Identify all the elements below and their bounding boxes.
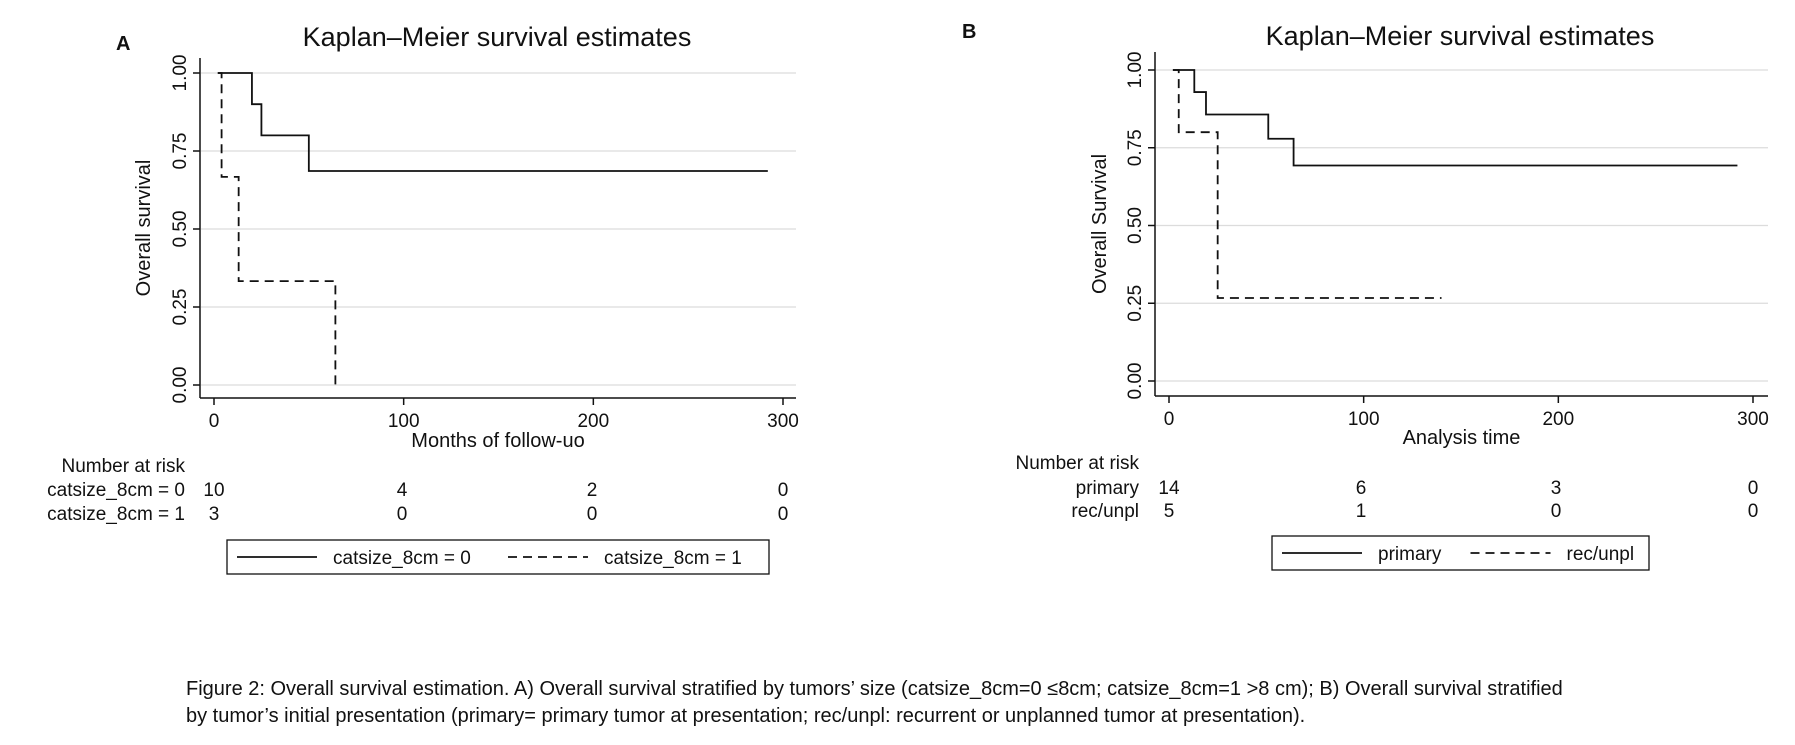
panel-b-x-tick-label-1: 100 — [1348, 409, 1380, 430]
panel-a-risk-value-0-3: 0 — [778, 480, 789, 501]
panel-a-y-axis-label: Overall survival — [133, 160, 155, 297]
panel-b-legend-label-0: primary — [1378, 544, 1442, 565]
panel-b-risk-table-heading: Number at risk — [1015, 453, 1139, 474]
panel-a-risk-value-1-1: 0 — [397, 504, 408, 525]
panel-a-risk-table-heading: Number at risk — [61, 456, 185, 477]
panel-a-risk-row-label-0: catsize_8cm = 0 — [47, 480, 185, 501]
caption-line-1: Figure 2: Overall survival estimation. A… — [186, 678, 1563, 700]
panel-b-risk-value-1-0: 5 — [1164, 501, 1175, 522]
panel-a-y-tick-label-4: 1.00 — [170, 55, 191, 92]
panel-a-title: Kaplan–Meier survival estimates — [303, 22, 692, 52]
panel-b-y-tick-label-4: 1.00 — [1125, 52, 1146, 89]
panel-a-y-tick-label-3: 0.75 — [170, 133, 191, 170]
panel-a-legend-label-1: catsize_8cm = 1 — [604, 548, 742, 569]
panel-b-x-tick-label-0: 0 — [1164, 409, 1175, 430]
panel-a-risk-value-0-1: 4 — [397, 480, 408, 501]
panel-a-x-tick-label-1: 100 — [388, 411, 420, 432]
panel-b-y-axis-label: Overall Survival — [1089, 154, 1111, 294]
panel-b-x-axis-label: Analysis time — [1403, 427, 1521, 449]
panel-a-risk-value-0-2: 2 — [587, 480, 598, 501]
panel-b-risk-row-label-1: rec/unpl — [1071, 501, 1139, 522]
panel-a-risk-value-1-0: 3 — [209, 504, 220, 525]
panel-a-risk-row-label-1: catsize_8cm = 1 — [47, 504, 185, 525]
panel-a-chart: A Kaplan–Meier survival estimates 0.00 0.25… — [47, 22, 799, 575]
caption-line-2: by tumor’s initial presentation (primary… — [186, 705, 1306, 727]
panel-b-y-tick-label-3: 0.75 — [1125, 129, 1146, 166]
panel-a-risk-value-1-3: 0 — [778, 504, 789, 525]
panel-a-series-line-0 — [217, 72, 768, 172]
panel-b-x-tick-label-2: 200 — [1542, 409, 1574, 430]
panel-b-chart: B Kaplan–Meier survival estimates 0.00 0.25… — [962, 21, 1769, 571]
panel-b-risk-value-1-3: 0 — [1748, 501, 1759, 522]
panel-a-label: A — [116, 33, 130, 55]
panel-a-y-tick-label-0: 0.00 — [170, 367, 191, 404]
panel-b-y-tick-label-0: 0.00 — [1125, 363, 1146, 400]
panel-a-legend-box — [226, 539, 770, 575]
panel-b-title: Kaplan–Meier survival estimates — [1266, 21, 1655, 51]
panel-b-risk-value-0-0: 14 — [1158, 478, 1180, 499]
panel-b-risk-row-label-0: primary — [1076, 478, 1140, 499]
panel-a-y-tick-label-1: 0.25 — [170, 289, 191, 326]
panel-a-risk-value-1-2: 0 — [587, 504, 598, 525]
figure-caption: Figure 2: Overall survival estimation. A… — [186, 676, 1666, 730]
panel-b-label: B — [962, 21, 976, 43]
panel-a-series-line-1 — [217, 72, 337, 385]
panel-b-risk-value-0-3: 0 — [1748, 478, 1759, 499]
panel-b-y-tick-label-1: 0.25 — [1125, 285, 1146, 322]
panel-a-x-tick-label-2: 200 — [577, 411, 609, 432]
panel-a-y-tick-label-2: 0.50 — [170, 211, 191, 248]
panel-a-legend-label-0: catsize_8cm = 0 — [333, 548, 471, 569]
panel-b-x-tick-label-3: 300 — [1737, 409, 1769, 430]
panel-b-risk-value-0-1: 6 — [1356, 478, 1367, 499]
panel-a-x-tick-label-3: 300 — [767, 411, 799, 432]
panel-b-risk-value-1-1: 1 — [1356, 501, 1367, 522]
panel-a-x-axis-label: Months of follow-uo — [411, 430, 584, 452]
panel-b-series-line-0 — [1172, 69, 1738, 167]
panel-b-legend-label-1: rec/unpl — [1567, 544, 1635, 565]
panel-a-x-tick-label-0: 0 — [209, 411, 220, 432]
panel-a-risk-value-0-0: 10 — [203, 480, 224, 501]
panel-b-risk-value-0-2: 3 — [1551, 478, 1562, 499]
panel-b-series-line-1 — [1172, 69, 1442, 299]
panel-b-y-tick-label-2: 0.50 — [1125, 207, 1146, 244]
panel-b-risk-value-1-2: 0 — [1551, 501, 1562, 522]
